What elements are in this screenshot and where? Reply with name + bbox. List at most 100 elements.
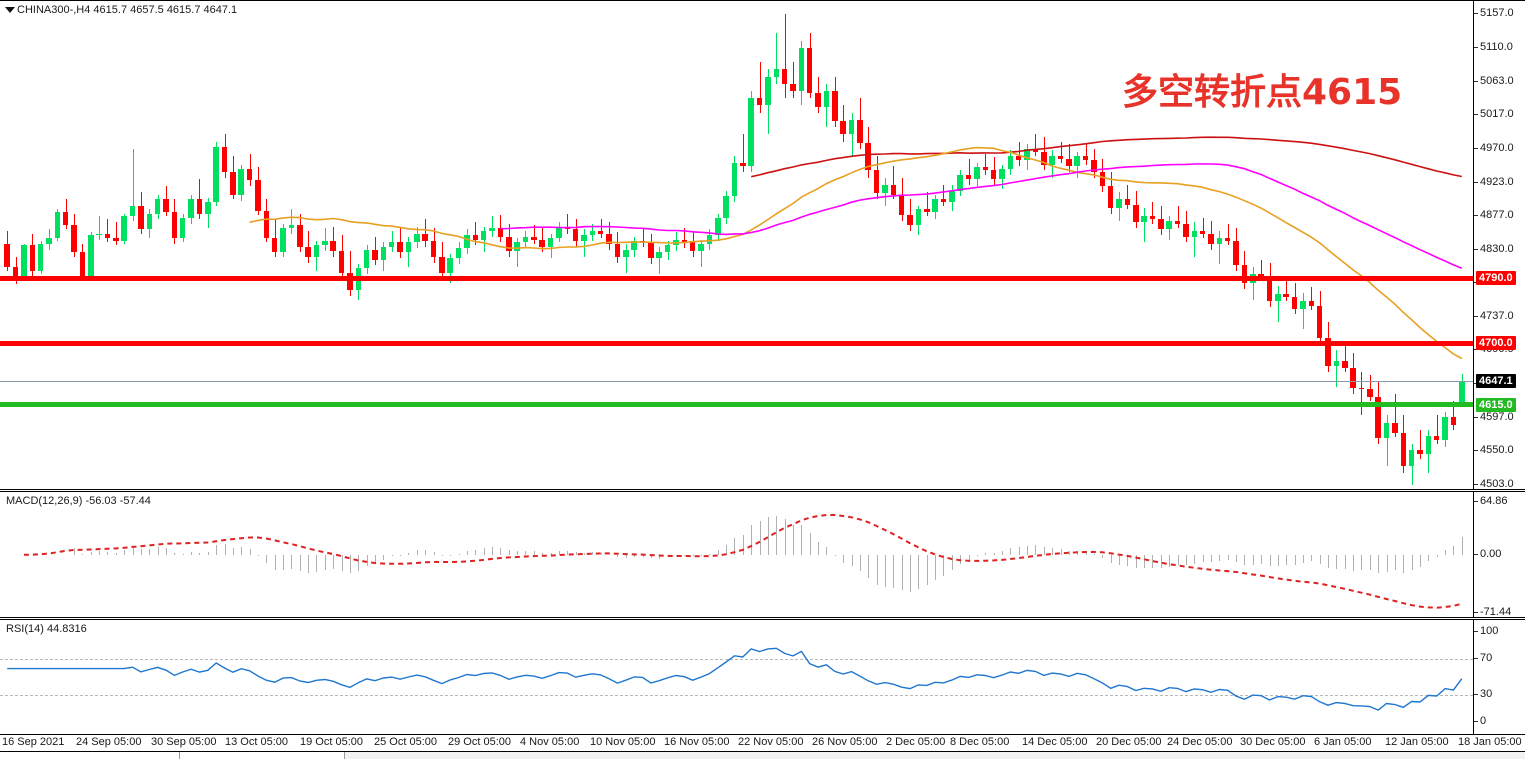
time-axis-label: 24 Sep 05:00 xyxy=(76,736,142,748)
current-price-line[interactable] xyxy=(0,380,1473,382)
macd-histogram-bar xyxy=(877,554,878,585)
tick-mark xyxy=(1474,416,1478,418)
support-badge-4615: 4615.0 xyxy=(1476,397,1516,412)
candle-body xyxy=(1141,216,1147,223)
macd-histogram-bar xyxy=(651,554,652,559)
candle-wick xyxy=(1228,223,1229,246)
macd-histogram-bar xyxy=(383,554,384,560)
candle-wick xyxy=(927,191,928,217)
macd-histogram-bar xyxy=(1228,554,1229,560)
candle-body xyxy=(322,240,328,246)
candle-wick xyxy=(1152,202,1153,224)
candle-wick xyxy=(291,209,292,234)
rsi-plot-area[interactable] xyxy=(0,620,1473,734)
macd-histogram-bar xyxy=(149,548,150,555)
macd-histogram-bar xyxy=(576,552,577,555)
macd-histogram-bar xyxy=(1361,554,1362,571)
candle-wick xyxy=(852,112,853,156)
macd-histogram-bar xyxy=(551,552,552,555)
rsi-tick-label: 0 xyxy=(1480,715,1487,727)
macd-histogram-bar xyxy=(442,554,443,556)
macd-histogram-bar xyxy=(133,547,134,555)
candle-wick xyxy=(107,219,108,243)
tick-mark xyxy=(1474,612,1478,613)
support-line-4615[interactable] xyxy=(0,402,1473,408)
candle-body xyxy=(1316,305,1323,338)
candle-body xyxy=(957,174,963,191)
candle-body xyxy=(472,235,479,240)
macd-histogram-bar xyxy=(266,554,267,563)
price-tick-label: 5157.0 xyxy=(1480,6,1514,19)
candle-wick xyxy=(492,216,493,237)
macd-histogram-bar xyxy=(617,554,618,558)
macd-histogram-bar xyxy=(1387,554,1388,572)
resistance-line-4700[interactable] xyxy=(0,340,1473,346)
macd-histogram-bar xyxy=(525,550,526,555)
resistance-line-4790[interactable] xyxy=(0,275,1473,281)
time-axis-label: 4 Nov 05:00 xyxy=(520,736,580,748)
macd-histogram-bar xyxy=(283,554,284,570)
macd-histogram-bar xyxy=(893,554,894,589)
rsi-title: RSI(14) 44.8316 xyxy=(6,623,87,635)
chevron-down-icon[interactable] xyxy=(5,7,15,13)
macd-histogram-bar xyxy=(751,525,752,555)
macd-histogram-bar xyxy=(709,553,710,555)
candle-body xyxy=(21,245,27,279)
macd-histogram-bar xyxy=(1161,554,1162,569)
macd-plot-area[interactable] xyxy=(0,492,1473,617)
price-plot-area[interactable] xyxy=(0,1,1473,489)
candle-body xyxy=(1074,155,1080,166)
candle-body xyxy=(1383,422,1390,439)
macd-histogram-bar xyxy=(1044,547,1045,555)
time-axis-label: 16 Sep 2021 xyxy=(2,736,65,748)
macd-histogram-bar xyxy=(1178,554,1179,566)
candle-body xyxy=(305,246,311,257)
macd-histogram-bar xyxy=(567,550,568,555)
candle-body xyxy=(756,98,763,106)
macd-histogram-bar xyxy=(693,554,694,556)
tick-mark xyxy=(1474,553,1478,555)
macd-histogram-bar xyxy=(718,550,719,555)
candle-wick xyxy=(1194,222,1195,257)
candle-wick xyxy=(776,33,777,84)
macd-histogram-bar xyxy=(1370,554,1371,570)
macd-histogram-bar xyxy=(643,554,644,557)
taskbar-segment-2[interactable] xyxy=(180,752,345,759)
candle-wick xyxy=(308,230,309,263)
time-axis-label: 30 Sep 05:00 xyxy=(151,736,217,748)
candle-body xyxy=(71,225,77,253)
candle-body xyxy=(1066,158,1072,166)
candle-body xyxy=(54,212,61,239)
macd-histogram-bar xyxy=(1345,554,1346,570)
macd-histogram-bar xyxy=(1420,554,1421,568)
macd-histogram-bar xyxy=(417,550,418,555)
macd-tick-label: -71.44 xyxy=(1480,606,1512,618)
candle-body xyxy=(865,142,871,171)
taskbar-segment-1[interactable] xyxy=(0,752,180,759)
time-axis-label: 13 Oct 05:00 xyxy=(225,736,288,748)
time-axis-label: 12 Jan 05:00 xyxy=(1385,736,1449,748)
candle-wick xyxy=(1219,230,1220,264)
candle-body xyxy=(1024,148,1030,161)
candle-wick xyxy=(943,184,944,207)
candle-body xyxy=(531,236,537,240)
candle-body xyxy=(121,216,127,241)
candle-body xyxy=(263,210,270,239)
time-axis-label: 18 Jan 05:00 xyxy=(1458,736,1522,748)
macd-histogram-bar xyxy=(300,554,301,572)
macd-histogram-bar xyxy=(1303,554,1304,563)
candle-body xyxy=(781,69,788,84)
candle-body xyxy=(113,238,119,241)
candle-body xyxy=(104,233,111,239)
candle-body xyxy=(1341,360,1348,368)
candle-body xyxy=(255,180,261,211)
candle-body xyxy=(171,212,178,239)
macd-histogram-bar xyxy=(676,554,677,556)
candle-body xyxy=(798,47,805,92)
macd-histogram-bar xyxy=(1428,554,1429,562)
candle-wick xyxy=(1336,350,1337,387)
time-axis-label: 19 Oct 05:00 xyxy=(300,736,363,748)
macd-histogram-bar xyxy=(826,546,827,555)
macd-histogram-bar xyxy=(1286,554,1287,565)
macd-histogram-bar xyxy=(1412,554,1413,570)
